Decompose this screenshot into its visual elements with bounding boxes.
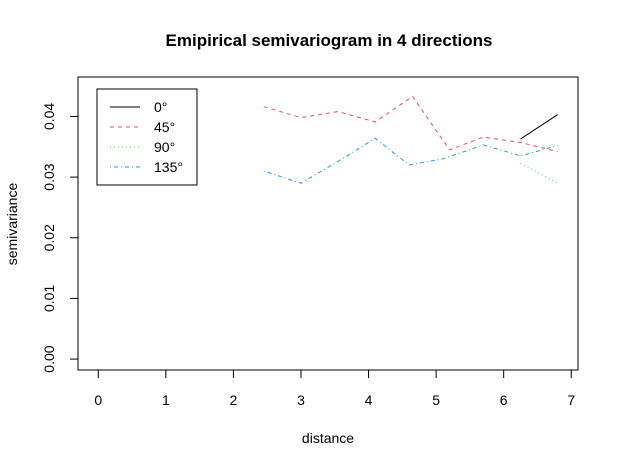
x-tick-label: 7 <box>567 392 575 408</box>
x-tick-label: 0 <box>94 392 102 408</box>
x-tick-label: 5 <box>432 392 440 408</box>
x-tick-label: 2 <box>230 392 238 408</box>
y-axis: 0.00 0.01 0.02 0.03 0.04 <box>41 103 79 373</box>
x-tick-label: 4 <box>365 392 373 408</box>
series-line-2 <box>520 162 558 184</box>
x-tick-label: 6 <box>500 392 508 408</box>
y-tick-label: 0.01 <box>41 285 57 312</box>
x-axis-label: distance <box>302 430 354 446</box>
y-tick-label: 0.03 <box>41 163 57 190</box>
series-line-3 <box>263 137 558 184</box>
chart-title: Emipirical semivariogram in 4 directions <box>166 31 493 50</box>
x-tick-label: 1 <box>162 392 170 408</box>
y-tick-label: 0.04 <box>41 103 57 130</box>
x-tick-label: 3 <box>297 392 305 408</box>
legend: 0° 45° 90° 135° <box>96 88 198 186</box>
legend-label-0: 0° <box>154 99 167 115</box>
legend-label-1: 45° <box>154 119 175 135</box>
series-layer <box>263 95 558 184</box>
legend-label-3: 135° <box>154 159 183 175</box>
x-axis: 0 1 2 3 4 5 6 7 <box>94 369 575 408</box>
y-axis-label: semivariance <box>4 183 20 266</box>
legend-label-2: 90° <box>154 139 175 155</box>
legend-box <box>96 88 198 186</box>
y-tick-label: 0.02 <box>41 224 57 251</box>
series-line-1 <box>263 95 558 153</box>
y-tick-label: 0.00 <box>41 345 57 372</box>
series-line-0 <box>520 114 558 140</box>
